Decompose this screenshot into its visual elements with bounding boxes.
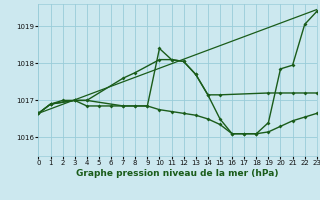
X-axis label: Graphe pression niveau de la mer (hPa): Graphe pression niveau de la mer (hPa) bbox=[76, 169, 279, 178]
